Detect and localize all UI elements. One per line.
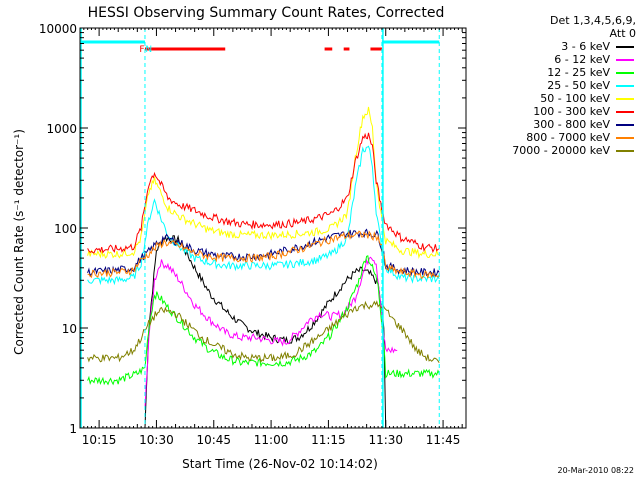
legend-entry-8: 7000 - 20000 keV xyxy=(486,144,636,157)
legend-swatch-6 xyxy=(616,124,634,126)
footer-date: 20-Mar-2010 08:22 xyxy=(557,466,635,475)
legend-entry-1: 6 - 12 keV xyxy=(486,53,636,66)
legend-label-3: 25 - 50 keV xyxy=(547,79,610,92)
legend-label-5: 100 - 300 keV xyxy=(533,105,610,118)
legend-swatch-8 xyxy=(616,150,634,152)
series-line-7 xyxy=(87,230,440,280)
legend-entry-7: 800 - 7000 keV xyxy=(486,131,636,144)
legend-swatch-0 xyxy=(616,46,634,48)
x-tick-label-2: 10:45 xyxy=(196,433,231,447)
legend-label-0: 3 - 6 keV xyxy=(561,40,610,53)
legend-entry-4: 50 - 100 keV xyxy=(486,92,636,105)
legend-entry-3: 25 - 50 keV xyxy=(486,79,636,92)
legend-rows: 3 - 6 keV 6 - 12 keV 12 - 25 keV 25 - 50 ke… xyxy=(486,40,636,157)
series-line-2 xyxy=(87,255,440,386)
y-tick-label-1: 10 xyxy=(62,322,77,336)
legend-swatch-7 xyxy=(616,137,634,139)
series-line-4 xyxy=(87,106,440,259)
series-line-1 xyxy=(144,256,398,408)
legend-swatch-5 xyxy=(616,111,634,113)
legend-label-1: 6 - 12 keV xyxy=(554,53,610,66)
x-axis-label: Start Time (26-Nov-02 10:14:02) xyxy=(182,457,378,471)
legend-entry-5: 100 - 300 keV xyxy=(486,105,636,118)
legend-label-7: 800 - 7000 keV xyxy=(526,131,610,144)
legend-label-8: 7000 - 20000 keV xyxy=(512,144,610,157)
x-tick-label-6: 11:45 xyxy=(426,433,461,447)
series-line-5 xyxy=(87,132,440,254)
flag-label-0: F xyxy=(139,45,144,55)
x-tick-label-0: 10:15 xyxy=(82,433,117,447)
legend-entry-6: 300 - 800 keV xyxy=(486,118,636,131)
x-tick-label-3: 11:00 xyxy=(254,433,289,447)
y-tick-label-3: 1000 xyxy=(46,122,77,136)
y-tick-label-2: 100 xyxy=(54,222,77,236)
legend-header-line-1: Det 1,3,4,5,6,9, xyxy=(549,14,636,27)
flag-label-1: N xyxy=(145,45,152,55)
y-tick-label-4: 10000 xyxy=(39,22,77,36)
series-line-8 xyxy=(87,300,440,363)
x-tick-label-1: 10:30 xyxy=(139,433,174,447)
legend-label-4: 50 - 100 keV xyxy=(540,92,610,105)
series-line-3 xyxy=(87,145,440,286)
legend-swatch-1 xyxy=(616,59,634,61)
legend-swatch-3 xyxy=(616,85,634,87)
x-tick-label-4: 11:15 xyxy=(311,433,346,447)
legend-swatch-4 xyxy=(616,98,634,100)
y-tick-label-0: 1 xyxy=(69,422,77,436)
x-tick-label-5: 11:30 xyxy=(368,433,403,447)
legend-entry-2: 12 - 25 keV xyxy=(486,66,636,79)
legend-label-2: 12 - 25 keV xyxy=(547,66,610,79)
legend-entry-0: 3 - 6 keV xyxy=(486,40,636,53)
legend-swatch-2 xyxy=(616,72,634,74)
axis-layer: 1 10 100 1000 10000 10:15 10:30 10:45 11:00 11:15… xyxy=(39,22,467,447)
series-layer xyxy=(87,106,440,429)
y-axis-label: Corrected Count Rate (s⁻¹ detector⁻¹) xyxy=(12,129,26,355)
legend-header-line-2: Att 0 xyxy=(609,27,636,40)
legend-label-6: 300 - 800 keV xyxy=(533,118,610,131)
chart-title: HESSI Observing Summary Count Rates, Cor… xyxy=(88,5,445,21)
legend: Det 1,3,4,5,6,9, Att 0 3 - 6 keV 6 - 12 k… xyxy=(486,14,636,157)
series-line-0 xyxy=(144,234,387,429)
